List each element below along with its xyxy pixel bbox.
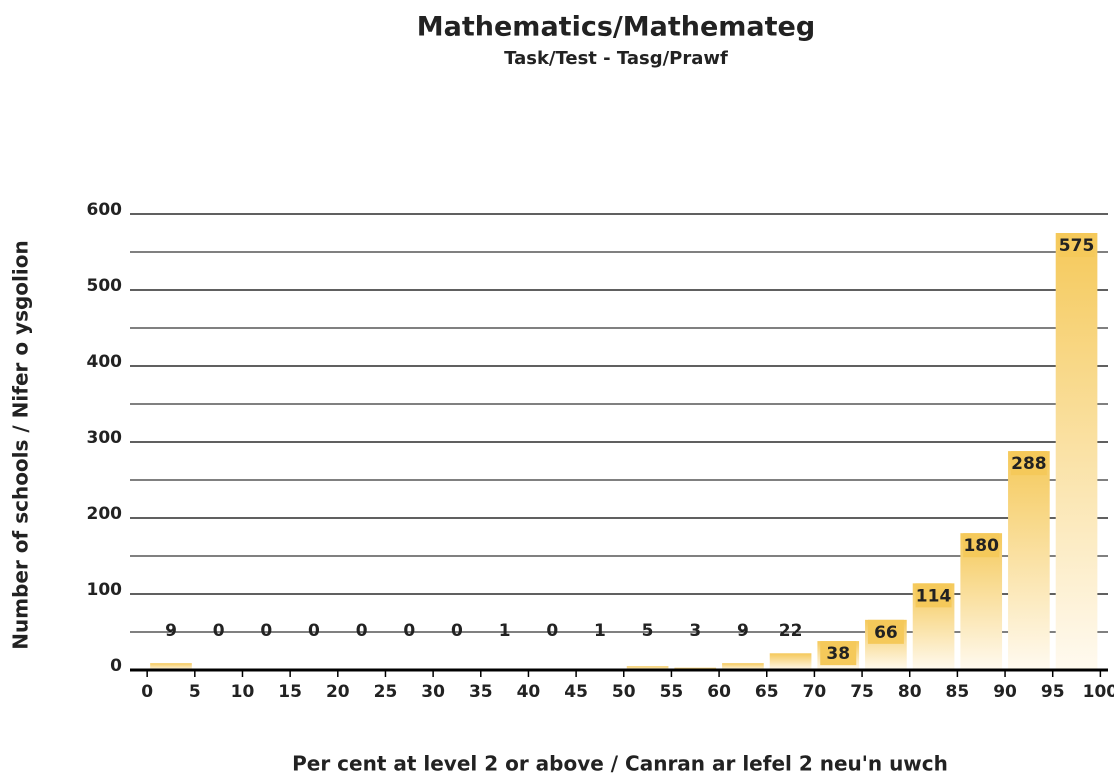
- x-tick-label: 85: [946, 682, 970, 702]
- value-label: 3: [689, 621, 701, 641]
- x-tick-label: 20: [326, 682, 350, 702]
- bar: [1008, 451, 1050, 670]
- x-tick-label: 5: [189, 682, 201, 702]
- value-label: 22: [779, 621, 803, 641]
- value-label: 114: [916, 586, 952, 606]
- value-label: 66: [874, 623, 898, 643]
- value-label-box: [963, 533, 1000, 558]
- value-label: 0: [403, 621, 415, 641]
- value-label: 0: [213, 621, 225, 641]
- value-label: 575: [1059, 236, 1095, 256]
- value-label: 9: [165, 621, 177, 641]
- value-label-box: [867, 619, 904, 644]
- x-tick-label: 30: [421, 682, 445, 702]
- chart-subtitle: Task/Test - Tasg/Prawf: [504, 48, 728, 69]
- bar: [722, 663, 764, 670]
- x-tick-label: 50: [612, 682, 636, 702]
- x-tick-label: 55: [660, 682, 684, 702]
- bar: [150, 663, 192, 670]
- y-axis-label: Number of schools / Nifer o ysgolion: [9, 240, 33, 649]
- x-tick-label: 15: [278, 682, 302, 702]
- y-tick-label: 200: [87, 504, 123, 524]
- value-label-box: [820, 641, 857, 666]
- value-label: 180: [963, 536, 999, 556]
- y-tick-label: 100: [87, 580, 123, 600]
- value-label-box: [1010, 451, 1047, 476]
- value-label-box: [915, 583, 952, 608]
- x-tick-label: 100: [1083, 682, 1114, 702]
- y-tick-label: 0: [110, 656, 122, 676]
- x-tick-label: 70: [803, 682, 827, 702]
- value-label: 0: [260, 621, 272, 641]
- y-tick-label: 500: [87, 276, 123, 296]
- chart-title: Mathematics/Mathemateg: [417, 12, 815, 43]
- x-tick-label: 25: [374, 682, 398, 702]
- value-label: 0: [356, 621, 368, 641]
- value-label: 1: [594, 621, 606, 641]
- value-label: 0: [451, 621, 463, 641]
- value-label: 38: [826, 644, 850, 664]
- y-tick-label: 400: [87, 352, 123, 372]
- x-tick-label: 0: [141, 682, 153, 702]
- bar: [1055, 233, 1098, 670]
- value-label: 288: [1011, 454, 1047, 474]
- value-label-box: [1058, 233, 1095, 257]
- bar: [626, 666, 669, 670]
- x-tick-label: 90: [993, 682, 1017, 702]
- x-tick-label: 35: [469, 682, 493, 702]
- x-axis-label: Per cent at level 2 or above / Canran ar…: [292, 752, 948, 776]
- x-tick-label: 60: [707, 682, 731, 702]
- x-tick-label: 65: [755, 682, 779, 702]
- value-label: 1: [499, 621, 511, 641]
- x-tick-label: 45: [564, 682, 588, 702]
- x-tick-label: 80: [898, 682, 922, 702]
- x-tick-label: 75: [850, 682, 874, 702]
- y-tick-label: 600: [87, 200, 123, 220]
- x-tick-label: 95: [1041, 682, 1065, 702]
- x-tick-label: 40: [517, 682, 541, 702]
- value-label: 0: [546, 621, 558, 641]
- bar: [769, 653, 812, 670]
- y-tick-label: 300: [87, 428, 123, 448]
- value-label: 9: [737, 621, 749, 641]
- value-label: 0: [308, 621, 320, 641]
- value-label: 5: [642, 621, 654, 641]
- x-tick-label: 10: [231, 682, 255, 702]
